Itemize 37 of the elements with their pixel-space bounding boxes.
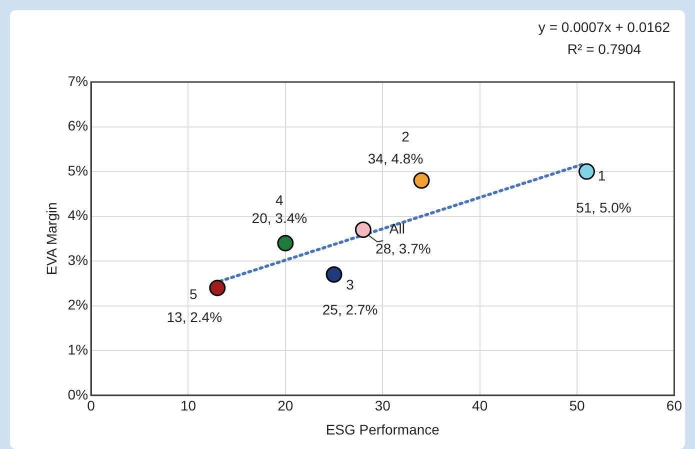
text: y = 0.0007x + 0.0162 xyxy=(538,18,670,35)
annotation: All xyxy=(389,220,405,237)
x-tick-label: 50 xyxy=(569,398,586,414)
data-label: 51, 5.0% xyxy=(576,199,632,216)
y-tick-label: 1% xyxy=(68,341,88,358)
data-label: 34, 4.8% xyxy=(368,150,424,166)
annotation: 1 xyxy=(598,167,606,184)
y-tick-label: 0% xyxy=(68,386,88,402)
x-tick-label: 10 xyxy=(180,398,196,414)
data-label: 20, 3.4% xyxy=(252,210,308,226)
y-tick-label: 5% xyxy=(68,162,88,178)
annotation: 5 xyxy=(189,286,198,302)
point xyxy=(413,172,430,189)
data-label: 25, 2.7% xyxy=(322,301,378,318)
point xyxy=(326,266,342,283)
y-tick-label: 3% xyxy=(68,252,88,268)
x-tick-label: 20 xyxy=(278,398,294,414)
y-tick-label: 6% xyxy=(68,118,88,134)
y-axis-title: EVA Margin xyxy=(43,202,60,276)
y-tick-label: 4% xyxy=(68,207,88,224)
annotation: 2 xyxy=(402,128,410,144)
point xyxy=(277,234,294,252)
data-label: 13, 2.4% xyxy=(166,308,222,325)
text: R² = 0.7904 xyxy=(567,40,642,57)
point xyxy=(578,163,595,180)
x-tick-label: 30 xyxy=(374,398,391,414)
point xyxy=(354,221,372,238)
annotation: 4 xyxy=(276,192,284,208)
data-label: 28, 3.7% xyxy=(376,240,431,257)
x-tick-label: 60 xyxy=(666,398,682,414)
x-axis-title: ESG Performance xyxy=(326,421,440,438)
x-tick-label: 0 xyxy=(87,398,96,414)
annotation: 3 xyxy=(346,276,354,292)
y-tick-label: 2% xyxy=(68,296,88,313)
x-tick-label: 40 xyxy=(472,398,488,414)
point xyxy=(209,280,226,296)
y-tick-label: 7% xyxy=(68,72,88,89)
